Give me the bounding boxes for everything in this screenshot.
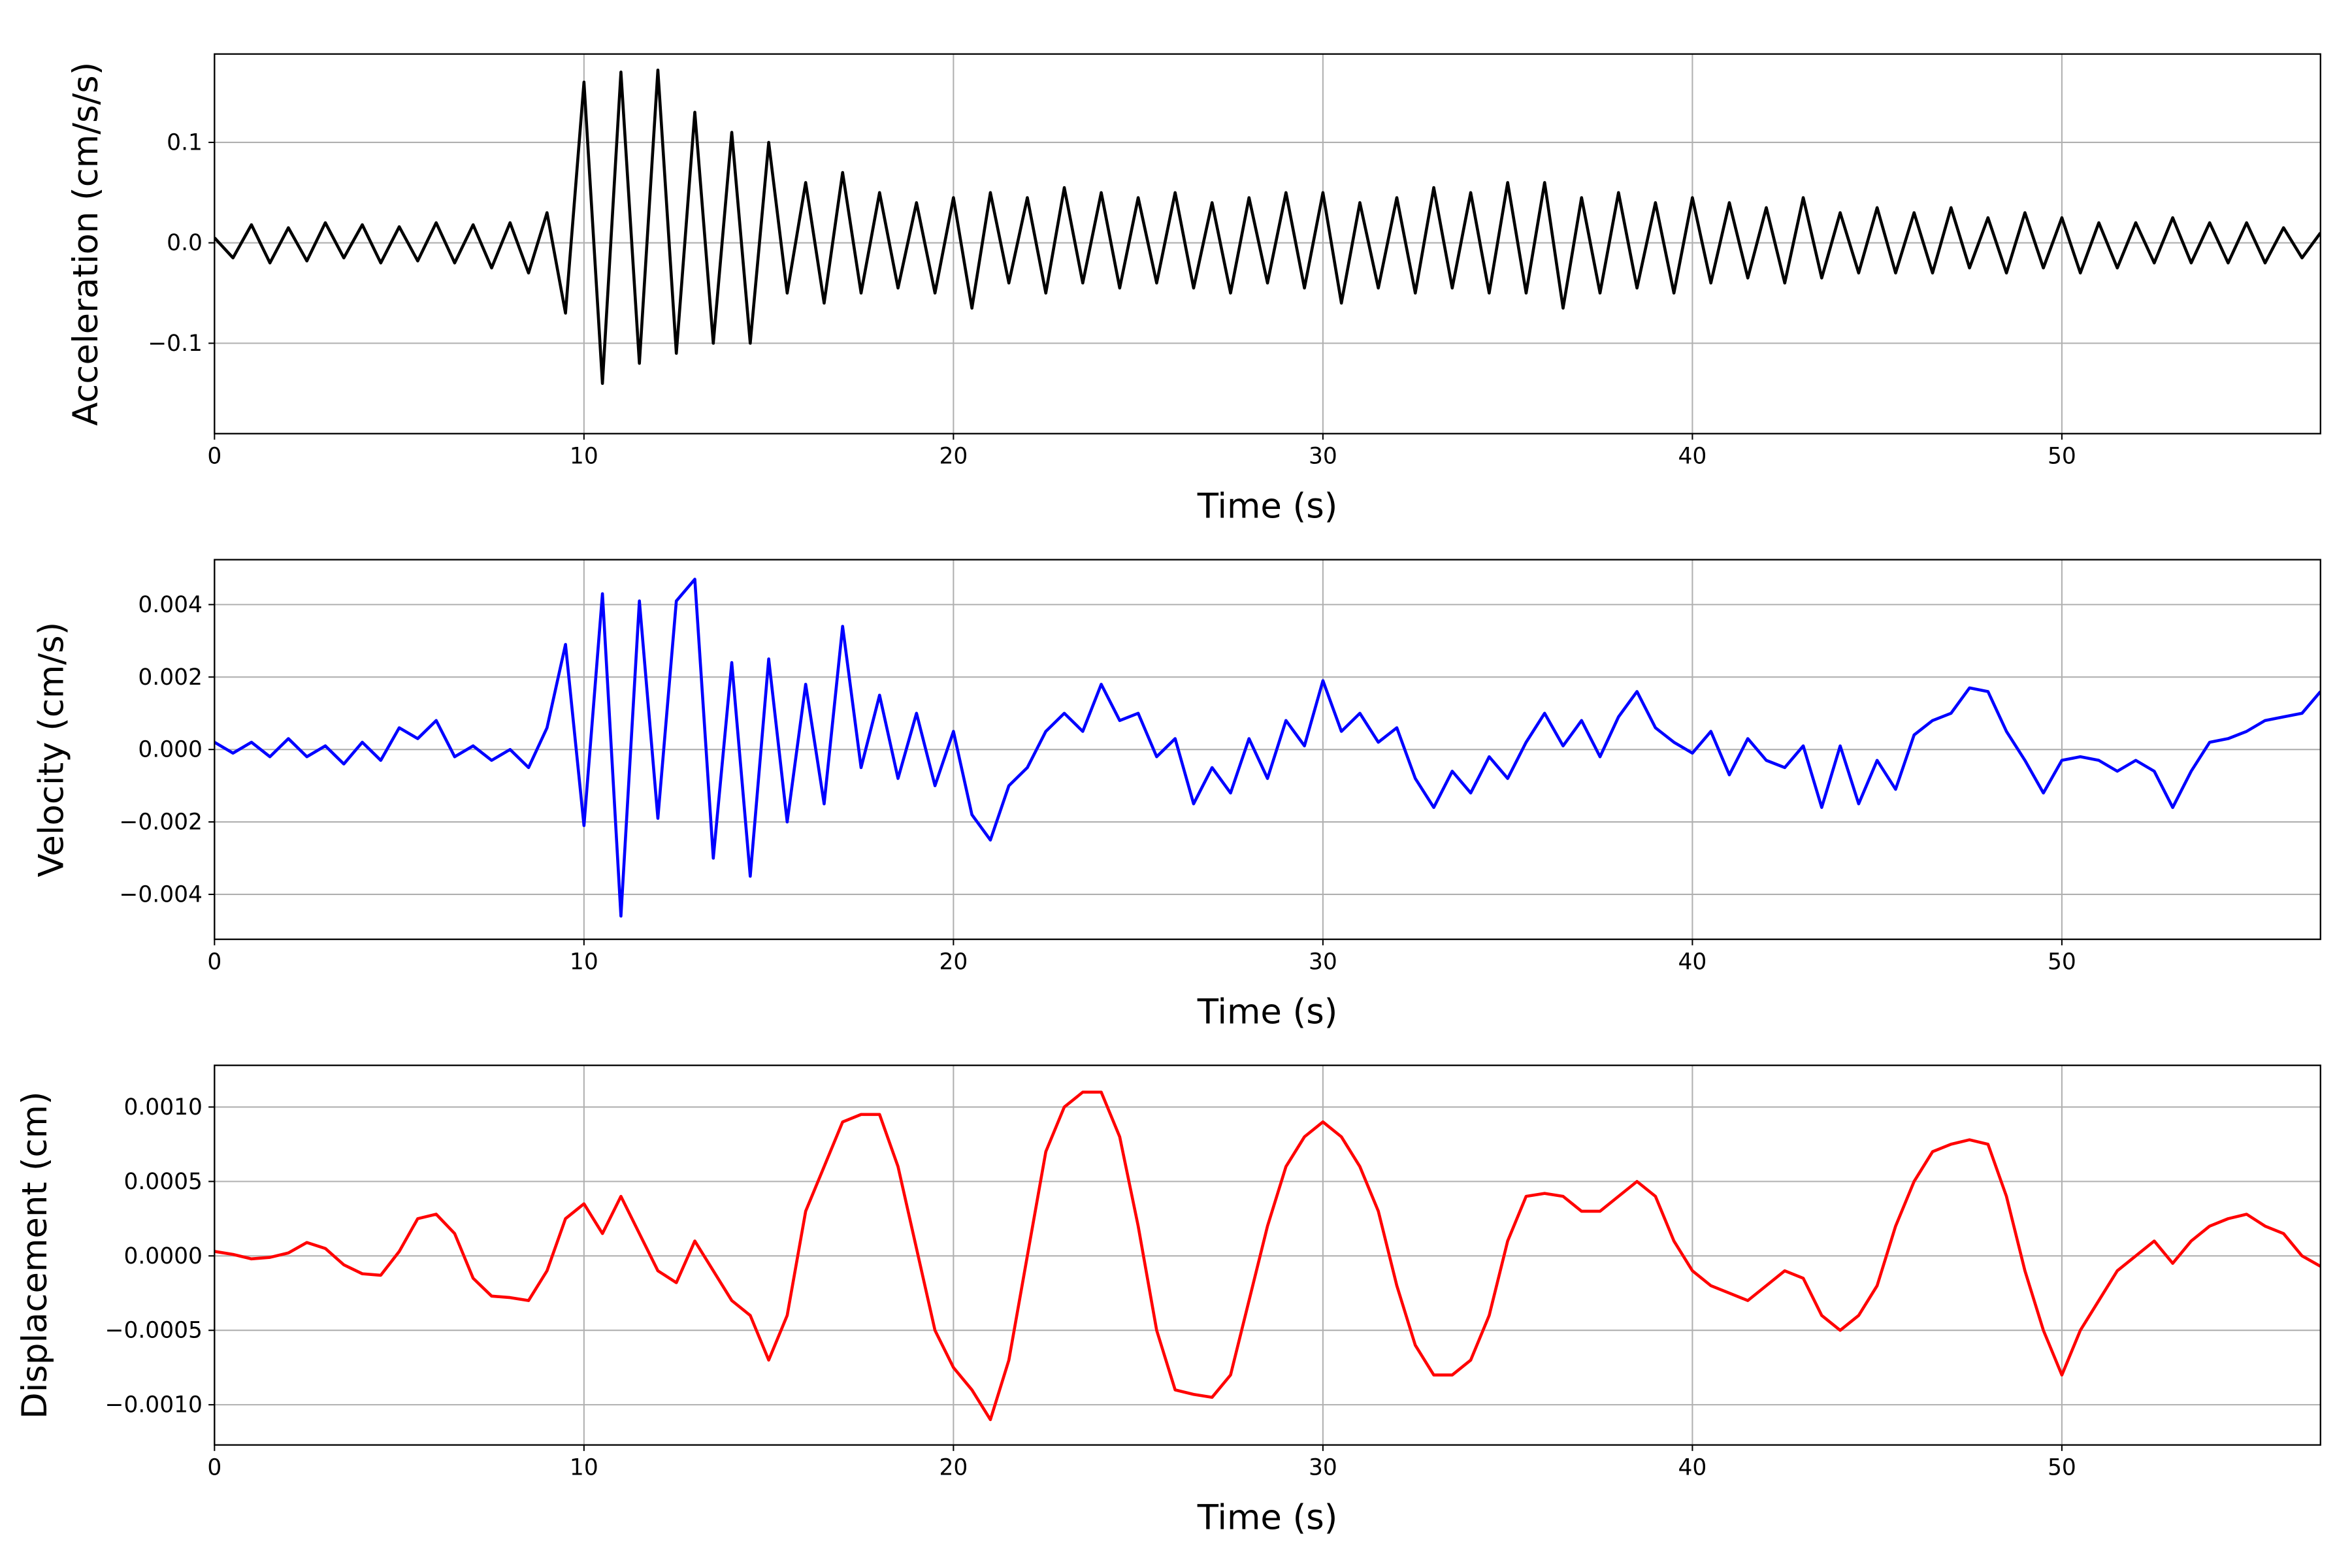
data-line: [214, 578, 2321, 918]
x-tick-label: 30: [1309, 444, 1337, 470]
y-tick-label: 0.004: [138, 592, 203, 618]
y-tick-label: 0.002: [138, 664, 203, 691]
x-tick-label: 40: [1678, 444, 1707, 470]
x-tick-label: 40: [1678, 1455, 1707, 1481]
x-tick-label: 30: [1309, 1455, 1337, 1481]
x-tick-label: 20: [939, 444, 968, 470]
x-tick-label: 10: [570, 444, 598, 470]
y-tick-label: 0.0000: [123, 1243, 202, 1269]
y-tick-label: −0.004: [120, 881, 203, 907]
x-axis-label: Time (s): [1197, 1497, 1338, 1537]
x-tick-label: 10: [570, 949, 598, 975]
y-axis-label: Velocity (cm/s): [31, 622, 71, 877]
axes-frame: [214, 1064, 2321, 1446]
x-tick-label: 10: [570, 1455, 598, 1481]
x-tick-label: 50: [2048, 1455, 2076, 1481]
x-tick-label: 0: [207, 949, 221, 975]
y-axis-label: Displacement (cm): [15, 1091, 55, 1418]
x-axis-label: Time (s): [1197, 992, 1338, 1032]
x-tick-label: 30: [1309, 949, 1337, 975]
y-tick-label: −0.002: [120, 809, 203, 836]
y-tick-label: −0.1: [148, 331, 203, 357]
y-tick-label: −0.0010: [105, 1392, 203, 1418]
x-tick-label: 50: [2048, 444, 2076, 470]
axes-frame: [214, 559, 2321, 940]
y-tick-label: 0.0005: [123, 1169, 202, 1195]
y-tick-label: 0.000: [138, 737, 203, 763]
x-tick-label: 50: [2048, 949, 2076, 975]
x-tick-label: 0: [207, 1455, 221, 1481]
y-tick-label: 0.1: [167, 129, 203, 155]
y-axis-label: Acceleration (cm/s/s): [66, 62, 106, 426]
x-axis-label: Time (s): [1197, 486, 1338, 526]
x-tick-label: 40: [1678, 949, 1707, 975]
x-tick-label: 0: [207, 444, 221, 470]
axes-frame: [214, 53, 2321, 434]
data-line: [214, 1090, 2321, 1422]
y-tick-label: 0.0010: [123, 1094, 202, 1120]
data-line: [214, 68, 2321, 385]
x-tick-label: 20: [939, 949, 968, 975]
x-tick-label: 20: [939, 1455, 968, 1481]
y-tick-label: −0.0005: [105, 1318, 203, 1344]
y-tick-label: 0.0: [167, 230, 203, 256]
